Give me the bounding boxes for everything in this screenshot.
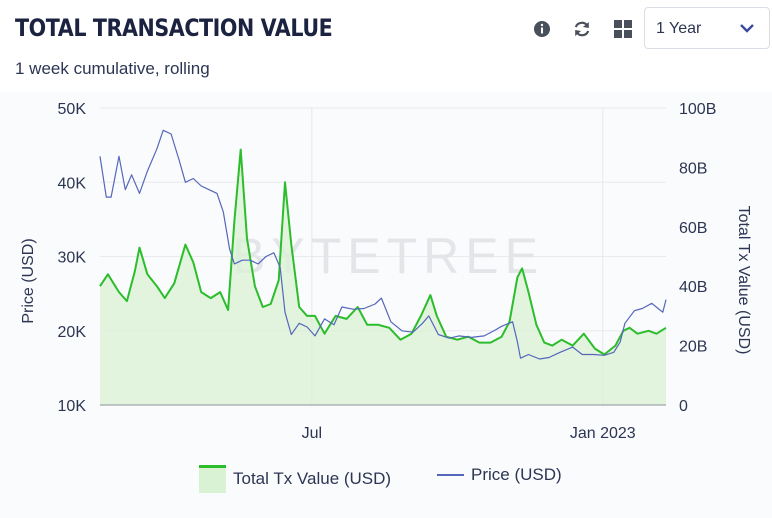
- right-tick-label: 0: [679, 398, 688, 415]
- period-select[interactable]: 1 Year: [644, 7, 770, 49]
- left-tick-label: 50K: [58, 101, 87, 118]
- left-tick-label: 30K: [58, 250, 87, 267]
- right-tick-label: 80B: [679, 160, 707, 177]
- period-select-value: 1 Year: [656, 20, 702, 37]
- legend-label-tx-value: Total Tx Value (USD): [233, 469, 392, 488]
- right-tick-label: 40B: [679, 279, 707, 296]
- right-tick-label: 20B: [679, 339, 707, 356]
- info-icon: [534, 21, 550, 37]
- refresh-icon: [574, 21, 590, 37]
- left-axis-title: Price (USD): [20, 238, 37, 323]
- left-tick-label: 40K: [58, 175, 87, 192]
- layout-grid-button[interactable]: [612, 18, 634, 40]
- chart-subtitle: 1 week cumulative, rolling: [15, 59, 210, 78]
- x-tick-label: Jan 2023: [570, 425, 636, 442]
- refresh-button[interactable]: [571, 18, 593, 40]
- chart-title: TOTAL TRANSACTION VALUE: [15, 14, 333, 42]
- series-layer: [99, 129, 667, 405]
- x-tick-label: Jul: [302, 425, 322, 442]
- left-tick-label: 10K: [58, 398, 87, 415]
- chart-plot[interactable]: BYTETREE 10K20K30K40K50K020B40B60B80B100…: [0, 92, 772, 462]
- legend-swatch-price: [437, 474, 464, 476]
- chart-header: TOTAL TRANSACTION VALUE 1 week cumulativ…: [0, 0, 772, 92]
- legend-item-tx-value[interactable]: Total Tx Value (USD): [199, 465, 391, 493]
- legend-label-price: Price (USD): [471, 465, 562, 484]
- left-tick-label: 20K: [58, 324, 87, 341]
- right-tick-label: 60B: [679, 220, 707, 237]
- tx-value-area: [100, 149, 666, 405]
- right-tick-label: 100B: [679, 101, 716, 118]
- legend-item-price[interactable]: Price (USD): [437, 465, 562, 485]
- right-axis-title: Total Tx Value (USD): [735, 206, 752, 355]
- chevron-down-icon: [740, 24, 754, 33]
- info-button[interactable]: [531, 18, 553, 40]
- axes: 10K 20K 30K 40K 50K 0 20B 40B 60B 80B 100B Jul Jan 2…: [20, 101, 752, 442]
- legend-swatch-tx-value: [199, 465, 226, 493]
- legend: Total Tx Value (USD) Price (USD): [0, 462, 772, 502]
- grid-icon: [614, 20, 632, 38]
- price-line: [99, 129, 667, 360]
- tx-value-line: [99, 148, 667, 356]
